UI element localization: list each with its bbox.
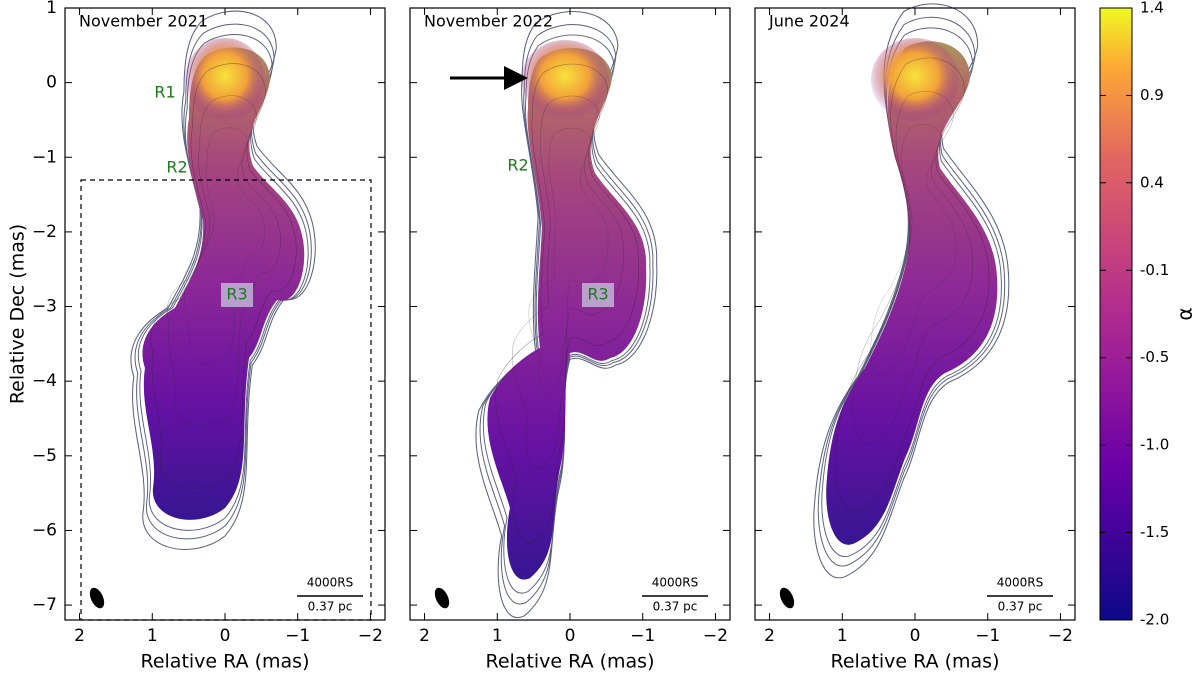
- y-tick-label: −5: [32, 446, 57, 466]
- x-tick-label: 1: [492, 626, 503, 646]
- map: [89, 10, 316, 609]
- colorbar-tick-label: -0.1: [1140, 261, 1169, 279]
- y-axis-label: Relative Dec (mas): [7, 224, 29, 404]
- x-tick-label: −1: [630, 626, 655, 646]
- contour: [137, 34, 309, 531]
- beam: [89, 587, 105, 609]
- colorbar-tick-label: -1.0: [1140, 436, 1169, 454]
- region-label: R3: [226, 285, 247, 304]
- y-tick-label: 0: [46, 73, 57, 93]
- y-tick-label: −1: [32, 147, 57, 167]
- scale-bar-label: 0.37 pc: [998, 600, 1043, 614]
- contour: [512, 95, 624, 469]
- x-tick-label: 1: [837, 626, 848, 646]
- contour: [834, 57, 990, 512]
- x-tick-label: −1: [285, 626, 310, 646]
- x-tick-label: 2: [764, 626, 775, 646]
- highlight-box: [80, 179, 372, 621]
- region-label: R2: [507, 156, 528, 175]
- scale-bar-label: 4000RS: [997, 576, 1044, 590]
- core: [871, 38, 959, 122]
- spectral-index-overlay: [487, 47, 647, 580]
- scale-bar-label: 4000RS: [307, 576, 354, 590]
- x-axis-label: Relative RA (mas): [830, 651, 999, 673]
- contour: [134, 23, 312, 540]
- colorbar: [1099, 7, 1133, 621]
- y-tick-label: −7: [32, 595, 57, 615]
- core: [521, 40, 609, 120]
- contour: [183, 127, 265, 365]
- spectral-index-map: [826, 41, 998, 545]
- contour: [167, 95, 281, 427]
- x-tick-label: 0: [565, 626, 576, 646]
- core: [185, 38, 265, 122]
- spectral-index-map: [487, 47, 647, 580]
- x-tick-label: 2: [419, 626, 430, 646]
- y-tick-label: −6: [32, 520, 57, 540]
- beam: [434, 587, 450, 609]
- x-tick-label: 0: [220, 626, 231, 646]
- contour: [130, 10, 316, 550]
- colorbar-tick-label: -1.5: [1140, 523, 1169, 541]
- y-tick-label: −3: [32, 297, 57, 317]
- colorbar-tick-label: -2.0: [1140, 611, 1169, 629]
- contour: [150, 63, 297, 489]
- colorbar-tick-label: 0.4: [1140, 173, 1164, 191]
- x-tick-label: 0: [910, 626, 921, 646]
- scale-bar-label: 0.37 pc: [653, 600, 698, 614]
- panel-title: June 2024: [768, 12, 850, 31]
- scale-bar-label: 4000RS: [652, 576, 699, 590]
- spectral-index-overlay: [826, 41, 998, 545]
- region-label: R3: [587, 285, 608, 304]
- beam: [779, 587, 795, 609]
- y-tick-label: −2: [32, 222, 57, 242]
- colorbar-tick-label: -0.5: [1140, 348, 1169, 366]
- colorbar-tick-label: 1.4: [1140, 0, 1164, 17]
- label-box: [221, 283, 253, 307]
- x-axis-label: Relative RA (mas): [485, 651, 654, 673]
- contour: [821, 27, 1002, 557]
- x-tick-label: −2: [1048, 626, 1073, 646]
- scale-bar-label: 0.37 pc: [308, 600, 353, 614]
- colorbar-tick-label: 0.9: [1140, 86, 1164, 104]
- x-tick-label: 1: [147, 626, 158, 646]
- panel-title: November 2022: [424, 12, 553, 31]
- contour: [482, 34, 651, 594]
- x-tick-label: −2: [358, 626, 383, 646]
- label-box: [582, 283, 614, 307]
- panel-title: November 2021: [79, 12, 208, 31]
- colorbar-label: α: [1173, 307, 1197, 320]
- map: [434, 11, 658, 619]
- y-tick-label: −4: [32, 371, 57, 391]
- x-tick-label: 2: [74, 626, 85, 646]
- region-label: R2: [166, 158, 187, 177]
- contour: [528, 127, 609, 394]
- contour: [495, 63, 639, 543]
- y-tick-label: 1: [46, 0, 57, 18]
- x-tick-label: −2: [703, 626, 728, 646]
- map: [779, 3, 1010, 609]
- contour: [852, 91, 973, 444]
- x-tick-label: −1: [975, 626, 1000, 646]
- x-axis-label: Relative RA (mas): [140, 651, 309, 673]
- region-label: R1: [154, 83, 175, 102]
